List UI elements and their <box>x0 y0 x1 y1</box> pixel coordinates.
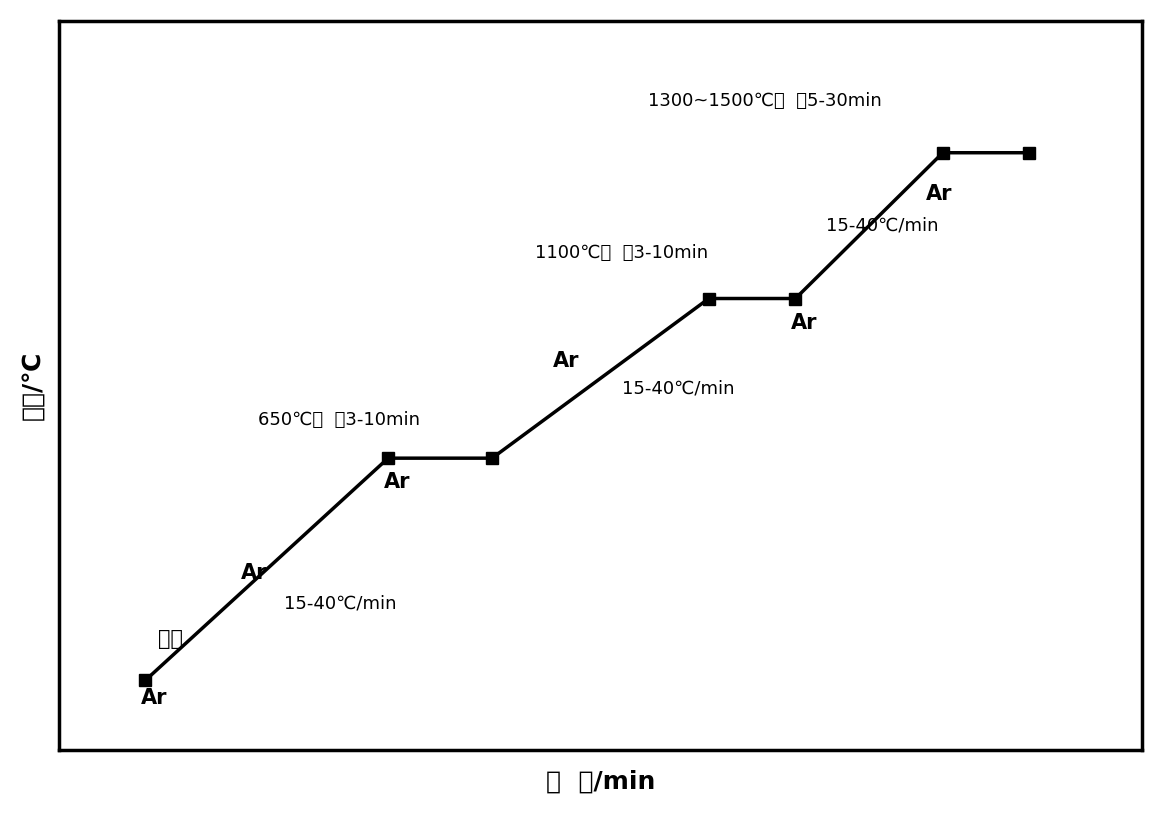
Text: Ar: Ar <box>241 562 267 583</box>
Text: 650℃保  恓3-10min: 650℃保 恓3-10min <box>258 411 420 429</box>
Text: Ar: Ar <box>552 351 579 371</box>
Y-axis label: 温度/℃: 温度/℃ <box>21 351 45 420</box>
Text: 15-40℃/min: 15-40℃/min <box>622 380 735 398</box>
Text: 1300~1500℃保  恓5-30min: 1300~1500℃保 恓5-30min <box>648 92 882 110</box>
Text: Ar: Ar <box>384 472 411 492</box>
Text: 室温: 室温 <box>158 629 184 649</box>
Text: 15-40℃/min: 15-40℃/min <box>826 217 939 234</box>
Text: Ar: Ar <box>791 313 818 333</box>
Text: 1100℃保  恓3-10min: 1100℃保 恓3-10min <box>535 244 708 262</box>
X-axis label: 时  间/min: 时 间/min <box>545 769 655 793</box>
Text: Ar: Ar <box>141 688 167 707</box>
Text: Ar: Ar <box>926 185 952 204</box>
Text: 15-40℃/min: 15-40℃/min <box>284 595 397 613</box>
